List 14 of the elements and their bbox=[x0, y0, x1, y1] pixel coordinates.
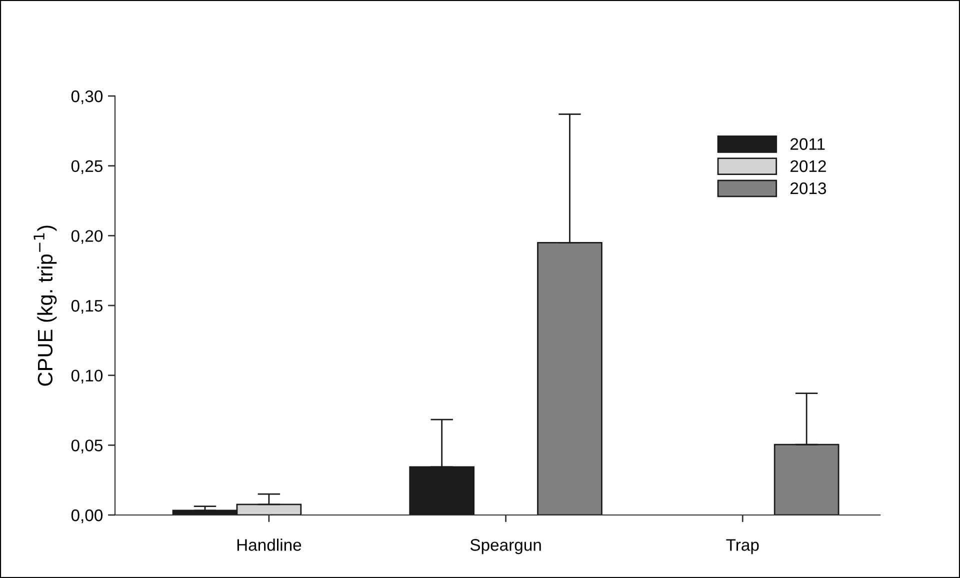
y-tick-label: 0,10 bbox=[71, 370, 103, 384]
x-tick-label: Speargun bbox=[470, 539, 541, 554]
y-tick-label: 0,05 bbox=[71, 440, 102, 454]
legend-label: 2011 bbox=[790, 138, 825, 150]
y-tick-label: 0,20 bbox=[71, 230, 103, 244]
y-tick-label: 0,15 bbox=[71, 300, 102, 314]
x-tick-label: Trap bbox=[726, 539, 759, 554]
y-tick-label: 0,25 bbox=[71, 160, 102, 174]
legend-label: 2012 bbox=[790, 160, 826, 172]
y-axis-title: CPUE (kg. trip$^{−1}$) bbox=[34, 226, 57, 386]
legend-label: 2013 bbox=[790, 182, 826, 194]
y-tick-label: 0,30 bbox=[71, 90, 103, 104]
y-tick-label: 0,00 bbox=[71, 509, 103, 524]
x-tick-label: Handline bbox=[237, 538, 302, 551]
